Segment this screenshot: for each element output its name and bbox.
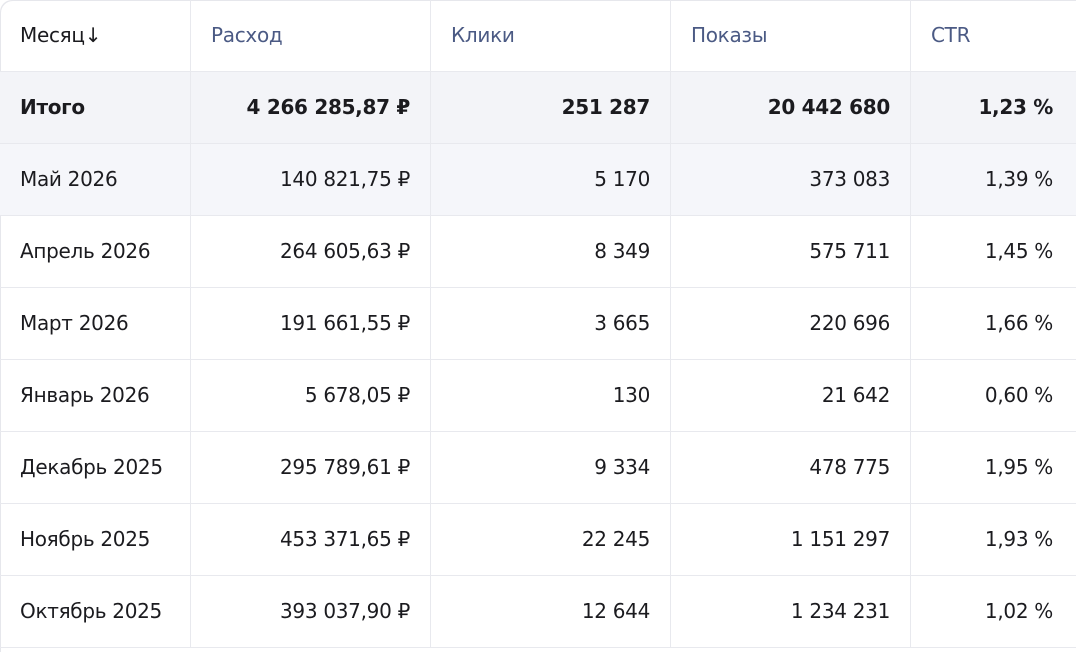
value-cell: 140 821,75 ₽	[191, 144, 431, 215]
month-cell: Январь 2026	[0, 360, 191, 431]
value-cell: 1,02 %	[984, 599, 1053, 623]
value-cell: 20 442 680	[671, 72, 911, 143]
data-row: Ноябрь 2025 453 371,65 ₽22 245 1 151 297 1,…	[0, 504, 1076, 576]
data-row: Март 2026 191 661,55 ₽3 665 220 696 1,66 %	[0, 288, 1076, 360]
column-header[interactable]: Месяц↓	[0, 0, 191, 71]
value-cell: 191 661,55 ₽	[191, 288, 431, 359]
value-cell: 9 334	[431, 432, 671, 503]
value-cell: 251 287	[431, 72, 671, 143]
month-cell: Октябрь 2025	[0, 576, 191, 647]
value-cell: 4 266 285,87 ₽	[191, 72, 431, 143]
column-header[interactable]: Показы	[671, 0, 911, 71]
value-cell: 453 371,65 ₽	[191, 504, 431, 575]
value-cell: 0,60 %	[984, 383, 1053, 407]
month-cell: Апрель 2026	[0, 216, 191, 287]
value-cell: 1 151 297	[671, 504, 911, 575]
value-cell: 5 170	[431, 144, 671, 215]
value-cell: 220 696	[671, 288, 911, 359]
value-cell: 5 678,05 ₽	[191, 360, 431, 431]
value-cell: 1,66 %	[984, 311, 1053, 335]
month-cell: Декабрь 2025	[0, 432, 191, 503]
value-cell: 130	[431, 360, 671, 431]
value-cell: 1,23 %	[978, 95, 1053, 119]
month-cell: Ноябрь 2025	[0, 504, 191, 575]
value-cell: 1,45 %	[984, 239, 1053, 263]
data-row: Октябрь 2025 393 037,90 ₽12 644 1 234 231 1…	[0, 576, 1076, 648]
value-cell: 373 083	[671, 144, 911, 215]
month-cell: Итого	[0, 72, 191, 143]
month-cell: Май 2026	[0, 144, 191, 215]
data-row: Апрель 2026 264 605,63 ₽8 349 575 711 1,45 …	[0, 216, 1076, 288]
data-row: Декабрь 2025 295 789,61 ₽9 334 478 775 1,95…	[0, 432, 1076, 504]
value-cell: 575 711	[671, 216, 911, 287]
column-header[interactable]: CTR	[931, 23, 971, 47]
value-cell: 1,95 %	[984, 455, 1053, 479]
data-row: Май 2026 140 821,75 ₽5 170 373 083 1,39 %	[0, 144, 1076, 216]
value-cell: 22 245	[431, 504, 671, 575]
data-row: Январь 2026 5 678,05 ₽130 21 642 0,60 %	[0, 360, 1076, 432]
value-cell: 1,93 %	[984, 527, 1053, 551]
header-row: Месяц↓ Расход Клики Показы CTR	[0, 0, 1076, 72]
month-cell: Март 2026	[0, 288, 191, 359]
total-row: Итого 4 266 285,87 ₽251 287 20 442 680 1,23…	[0, 72, 1076, 144]
value-cell: 1,39 %	[984, 167, 1053, 191]
value-cell: 393 037,90 ₽	[191, 576, 431, 647]
value-cell: 478 775	[671, 432, 911, 503]
value-cell: 264 605,63 ₽	[191, 216, 431, 287]
value-cell: 8 349	[431, 216, 671, 287]
column-header[interactable]: Расход	[191, 0, 431, 71]
value-cell: 21 642	[671, 360, 911, 431]
value-cell: 1 234 231	[671, 576, 911, 647]
column-header[interactable]: Клики	[431, 0, 671, 71]
value-cell: 295 789,61 ₽	[191, 432, 431, 503]
value-cell: 3 665	[431, 288, 671, 359]
value-cell: 12 644	[431, 576, 671, 647]
